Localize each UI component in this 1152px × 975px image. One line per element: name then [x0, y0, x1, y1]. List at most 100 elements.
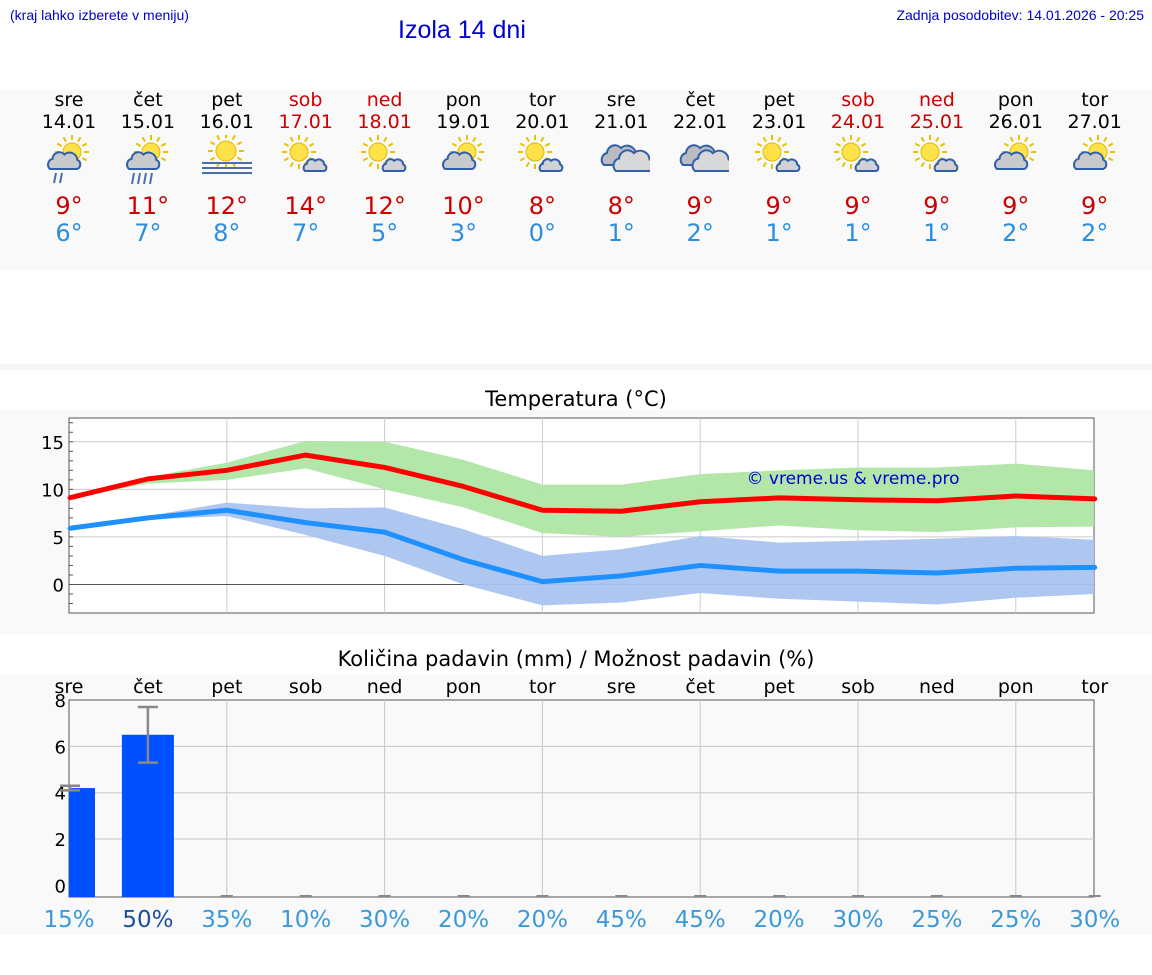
sun-small-cloud-icon — [281, 135, 328, 172]
day-date: 16.01 — [199, 111, 254, 133]
min-temperature-point — [225, 508, 229, 512]
day-date: 15.01 — [120, 111, 176, 133]
precipitation-probability: 35% — [201, 907, 252, 933]
min-temperature: 3° — [449, 219, 478, 247]
x-tick-label: sre — [55, 676, 84, 698]
max-temperature-point — [698, 500, 702, 504]
min-temperature-point — [698, 563, 702, 567]
min-temperature-point — [146, 516, 150, 520]
temperature-chart-panel: 0 5 10 15 © vreme.us & vreme.pro — [0, 410, 1152, 635]
temperature-chart-title: Temperatura (°C) — [485, 387, 667, 411]
day-date: 24.01 — [830, 111, 886, 133]
precipitation-probability: 20% — [517, 907, 568, 933]
min-temperature: 5° — [370, 219, 399, 247]
max-temperature: 9° — [923, 192, 951, 220]
max-temperature: 12° — [363, 192, 406, 220]
min-temperature-point — [856, 569, 860, 573]
max-temperature-point — [1093, 497, 1097, 501]
max-temperature-point — [935, 499, 939, 503]
page-title: Izola 14 dni — [398, 16, 526, 44]
min-temperature: 2° — [686, 219, 714, 247]
x-tick-label: pet — [763, 676, 794, 698]
x-tick-label: ned — [367, 676, 403, 698]
min-temperature-point — [383, 530, 387, 534]
day-date: 26.01 — [988, 111, 1043, 133]
min-temperature: 2° — [1002, 219, 1030, 247]
day-date: 19.01 — [436, 111, 491, 133]
min-temperature-point — [1014, 566, 1018, 570]
min-temperature-point — [777, 569, 781, 573]
sun-fog-icon — [201, 135, 252, 174]
x-tick-label: čet — [685, 676, 715, 698]
forecast-day: tor 27.01 9° 2° — [1055, 90, 1135, 248]
precipitation-probability: 20% — [438, 907, 489, 933]
x-tick-label: pon — [998, 676, 1034, 698]
precipitation-probability: 45% — [675, 907, 726, 933]
x-tick-label: pet — [211, 676, 242, 698]
max-temperature: 9° — [686, 192, 714, 220]
y-tick-label: 15 — [41, 433, 64, 454]
day-date: 27.01 — [1067, 111, 1122, 133]
max-temperature: 9° — [1002, 192, 1030, 220]
max-range-band — [69, 440, 1095, 537]
forecast-day: pet 16.01 12° 8° — [187, 90, 267, 248]
y-tick-label: 0 — [55, 876, 66, 897]
forecast-day: sre 21.01 8° 1° — [581, 90, 661, 247]
y-tick-label: 5 — [53, 528, 64, 549]
min-temperature: 6° — [55, 219, 83, 247]
max-temperature: 9° — [765, 192, 793, 220]
forecast-day: pet 23.01 9° 1° — [739, 90, 819, 248]
day-date: 25.01 — [909, 111, 965, 133]
min-temperature: 2° — [1081, 219, 1109, 247]
min-temperature-point — [1093, 565, 1097, 569]
y-tick-label: 10 — [41, 480, 64, 501]
forecast-day: sob 24.01 9° 1° — [818, 90, 898, 248]
max-temperature: 14° — [284, 192, 327, 220]
max-temperature-point — [540, 508, 544, 512]
day-date: 17.01 — [278, 111, 333, 133]
max-temperature-point — [1014, 494, 1018, 498]
min-temperature: 7° — [292, 219, 320, 247]
day-date: 22.01 — [672, 111, 728, 133]
min-range-band — [69, 502, 1095, 606]
max-temperature-point — [619, 509, 623, 513]
day-name: čet — [685, 89, 715, 111]
day-name: ned — [366, 89, 403, 111]
min-temperature: 1° — [844, 219, 872, 247]
x-tick-label: pon — [446, 676, 482, 698]
min-temperature-point — [462, 558, 465, 562]
min-temperature: 1° — [607, 219, 635, 247]
max-temperature-point — [383, 465, 387, 469]
day-date: 21.01 — [594, 111, 649, 133]
cloudy-icon — [601, 144, 651, 172]
x-tick-label: tor — [529, 676, 556, 698]
location-menu-hint: (kraj lahko izberete v meniju) — [10, 7, 189, 23]
min-temperature: 8° — [213, 219, 241, 247]
precipitation-chart-title: Količina padavin (mm) / Možnost padavin … — [337, 647, 815, 671]
min-temperature-point — [935, 571, 939, 575]
sun-cloud-icon — [441, 135, 484, 170]
max-temperature: 9° — [1081, 192, 1109, 220]
max-temperature: 10° — [442, 192, 485, 220]
max-temperature: 9° — [844, 192, 872, 220]
cloudy-icon — [679, 144, 730, 172]
precipitation-probability: 30% — [359, 907, 410, 933]
min-temperature-point — [540, 580, 544, 584]
divider — [0, 364, 1152, 370]
sun-cloud-icon — [1072, 135, 1115, 170]
day-name: ned — [918, 89, 955, 111]
day-name: sre — [606, 89, 636, 111]
sun-cloud-icon — [993, 135, 1036, 170]
min-temperature: 7° — [134, 219, 162, 247]
forecast-day: pon 26.01 9° 2° — [976, 90, 1056, 248]
precipitation-probability: 15% — [43, 907, 94, 933]
day-date: 18.01 — [357, 111, 412, 133]
y-tick-label: 8 — [55, 691, 66, 712]
day-name: tor — [528, 89, 556, 111]
day-date: 20.01 — [515, 111, 570, 133]
precipitation-probability: 45% — [596, 907, 647, 933]
forecast-day: sob 17.01 14° 7° — [266, 90, 346, 248]
y-tick-label: 4 — [55, 784, 66, 805]
max-temperature: 12° — [205, 192, 249, 220]
